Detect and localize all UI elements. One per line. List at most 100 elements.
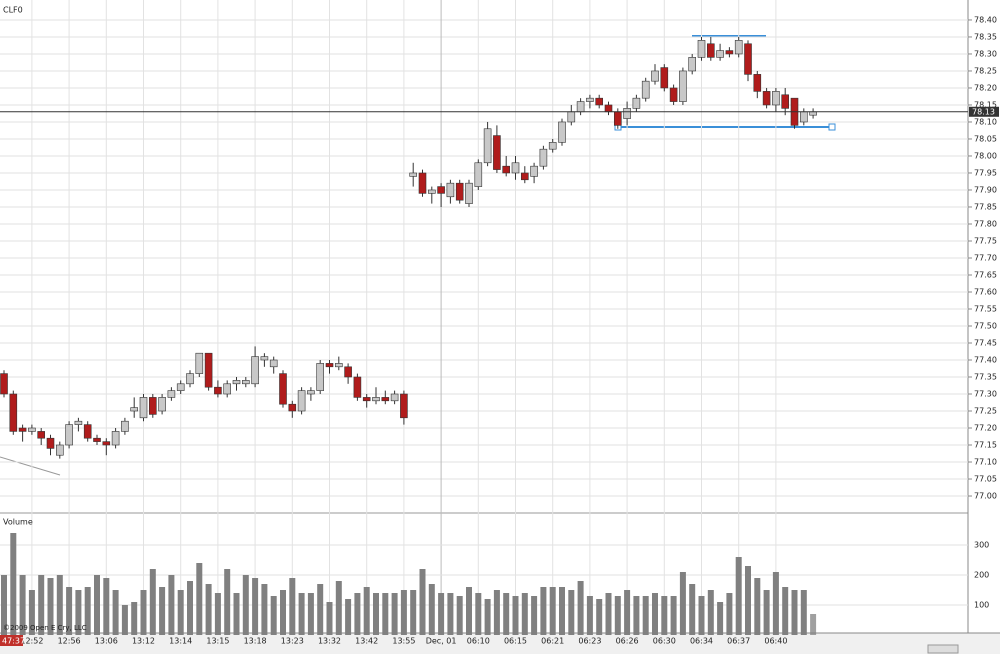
y-tick-label: 78.40 [974, 15, 997, 24]
symbol-title: CLF0 [3, 6, 23, 15]
y-tick-label: 77.05 [974, 475, 997, 484]
volume-bar [456, 596, 463, 635]
candle-body [65, 424, 73, 446]
y-tick-label: 77.20 [974, 424, 997, 433]
volume-bar [633, 596, 640, 635]
candle-body [651, 70, 659, 82]
candle-body [716, 50, 724, 58]
volume-bar [410, 590, 417, 635]
volume-bar [531, 596, 538, 635]
candle-body [37, 431, 46, 439]
candle-body [269, 359, 278, 368]
volume-bar [549, 587, 556, 635]
volume-bar [121, 605, 128, 635]
candle-body [409, 172, 418, 177]
candle-body [502, 165, 511, 174]
volume-bar [493, 590, 500, 635]
y-tick-label: 78.15 [974, 100, 997, 109]
volume-bar [187, 581, 193, 635]
candle-body [511, 162, 520, 174]
candle-body [641, 80, 650, 99]
volume-bar [679, 572, 686, 635]
candle-body [93, 437, 101, 442]
candle-body [697, 40, 706, 58]
volume-bar [791, 590, 798, 635]
candle-body [214, 386, 222, 395]
x-tick-label: 13:06 [95, 637, 118, 646]
candle-body [586, 97, 594, 102]
y-tick-label: 77.80 [974, 219, 997, 228]
candle-body [781, 94, 790, 109]
candle-body [381, 397, 390, 402]
volume-bar [19, 575, 26, 635]
candle-body [83, 424, 92, 439]
candle-body [604, 104, 613, 113]
candle-body [0, 373, 8, 395]
line-handle[interactable] [828, 123, 836, 131]
volume-bar [168, 575, 175, 635]
volume-bar [670, 596, 677, 635]
candle-body [372, 397, 380, 402]
candle-body [260, 356, 269, 361]
volume-bar [475, 593, 482, 635]
volume-bar [112, 590, 119, 635]
candle-body [455, 182, 464, 201]
y-tick-label: 77.25 [974, 407, 997, 416]
volume-bar [131, 602, 138, 635]
candle-body [660, 67, 669, 89]
candle-body [307, 390, 315, 395]
candle-body [46, 437, 55, 449]
volume-bar [177, 590, 184, 635]
y-tick-label: 78.25 [974, 66, 997, 75]
y-tick-label: 78.30 [974, 49, 997, 58]
y-tick-label: 78.20 [974, 83, 997, 92]
volume-bar [205, 584, 212, 635]
volume-bar [335, 581, 342, 635]
y-tick-label: 77.45 [974, 339, 997, 348]
x-tick-label: 06:37 [727, 637, 750, 646]
candle-body [623, 108, 631, 119]
x-tick-label: 13:32 [318, 637, 341, 646]
volume-bar [354, 593, 361, 635]
volume-bar [484, 599, 491, 635]
candle-body [679, 70, 687, 102]
volume-bar [568, 590, 575, 635]
candle-body [251, 356, 259, 385]
volume-bar [242, 575, 249, 635]
candle-body [446, 182, 455, 198]
x-tick-label: 06:26 [616, 637, 639, 646]
copyright: ©2009 Open E Cry, LLC [3, 624, 87, 632]
volume-bar [717, 602, 724, 635]
candle-body [688, 57, 697, 72]
candle-body [232, 380, 241, 385]
candle-body [762, 91, 771, 106]
candle-body [799, 111, 808, 123]
volume-bar [782, 587, 789, 635]
candle-body [483, 128, 492, 164]
volume-bar [75, 590, 82, 635]
volume-bar [224, 569, 231, 635]
volume-bar [233, 593, 240, 635]
y-tick-label: 200 [974, 571, 989, 580]
volume-bar [140, 590, 147, 635]
candle-body [772, 91, 780, 106]
scrollbar[interactable] [927, 644, 959, 654]
clock-box [0, 635, 23, 646]
candle-body [158, 397, 166, 412]
y-tick-label: 77.50 [974, 321, 997, 330]
x-tick-label: 06:40 [764, 637, 787, 646]
candle-body [362, 397, 371, 402]
y-tick-label: 78.10 [974, 117, 997, 126]
volume-bar [298, 593, 305, 635]
clock: 47:37 [2, 637, 25, 646]
volume-bar [382, 593, 389, 635]
y-tick-label: 77.90 [974, 185, 997, 194]
volume-bar [84, 587, 91, 635]
x-tick-label: 06:34 [690, 637, 713, 646]
y-tick-label: 77.00 [974, 492, 997, 501]
candle-body [567, 111, 576, 123]
volume-bar [47, 578, 54, 635]
candle-body [576, 101, 585, 113]
